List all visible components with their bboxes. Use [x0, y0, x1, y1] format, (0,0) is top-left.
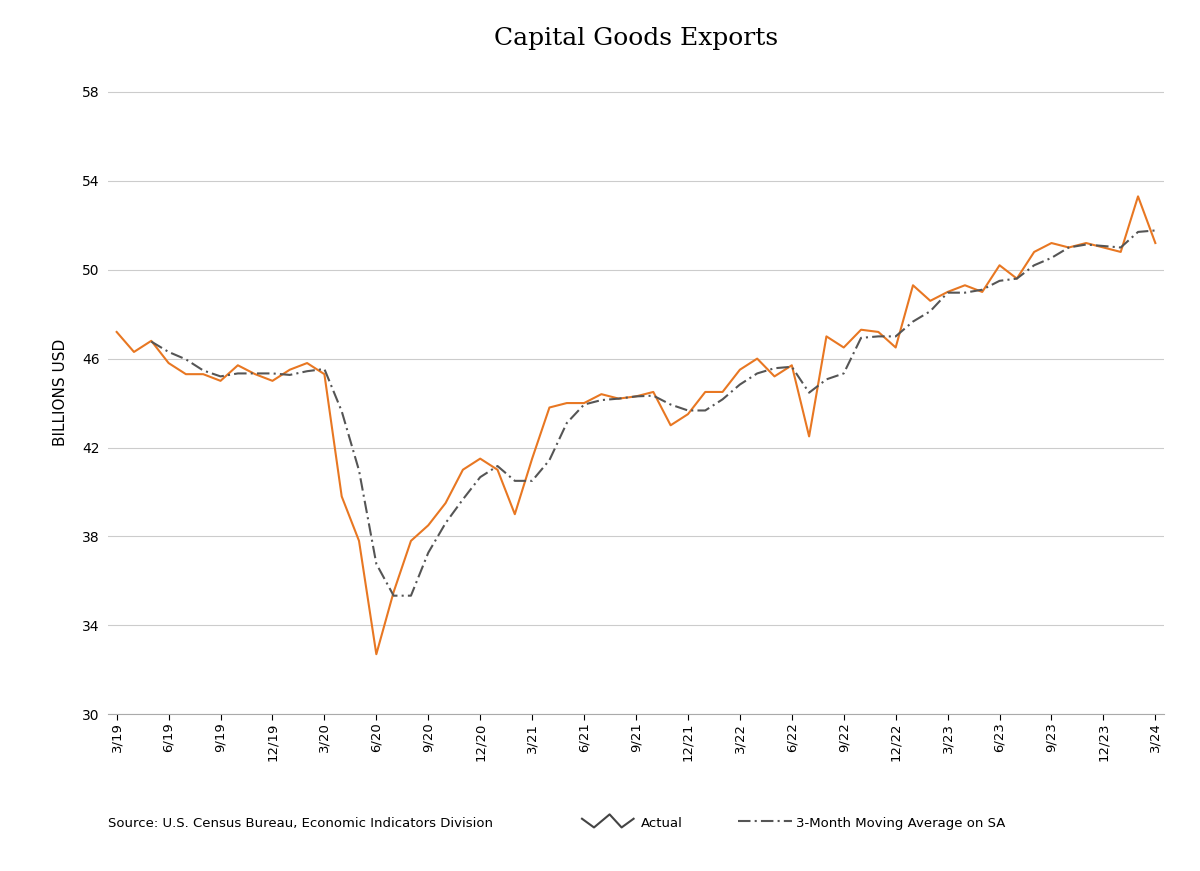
Title: Capital Goods Exports: Capital Goods Exports [494, 27, 778, 50]
Y-axis label: BILLIONS USD: BILLIONS USD [53, 338, 68, 446]
Text: Actual: Actual [641, 817, 683, 829]
Text: 3-Month Moving Average on SA: 3-Month Moving Average on SA [796, 817, 1004, 829]
Text: Source: U.S. Census Bureau, Economic Indicators Division: Source: U.S. Census Bureau, Economic Ind… [108, 817, 493, 829]
